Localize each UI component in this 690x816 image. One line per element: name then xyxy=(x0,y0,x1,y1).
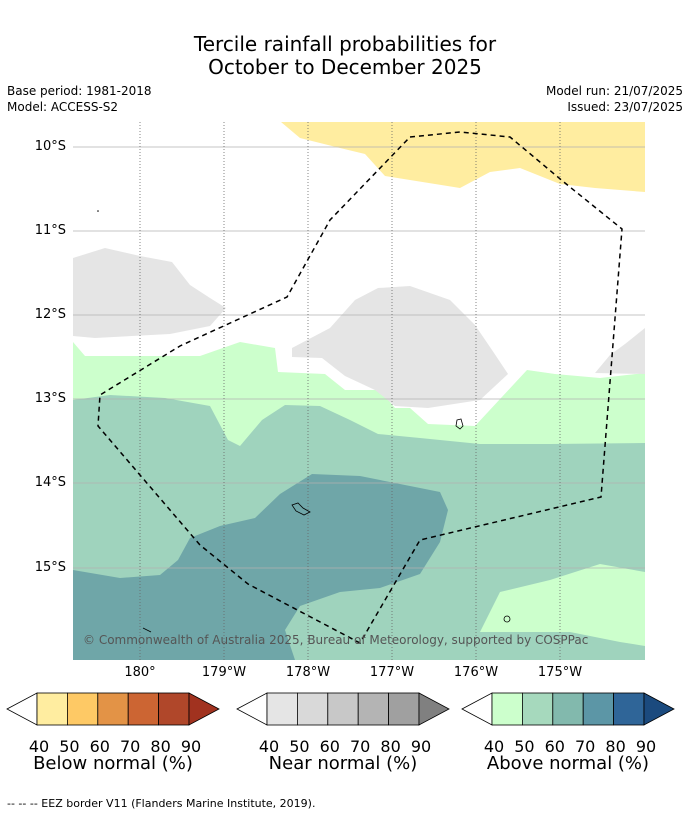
colorbar-segment xyxy=(613,692,645,726)
lat-label-11s: 11°S xyxy=(34,223,66,238)
map-plot-area xyxy=(73,122,645,660)
colorbar-segment xyxy=(266,692,298,726)
colorbar-tick-label: 40 xyxy=(483,737,505,756)
colorbar-tick-label: 80 xyxy=(380,737,401,756)
lat-label-10s: 10°S xyxy=(34,139,66,154)
island-dot-northwest xyxy=(97,210,99,212)
near-normal-caption: Near normal (%) xyxy=(268,753,418,774)
lon-label-178w: 178°W xyxy=(285,665,331,680)
lon-label-175w: 175°W xyxy=(537,665,583,680)
lon-label-177w: 177°W xyxy=(369,665,415,680)
above-normal-colorbar xyxy=(461,692,675,726)
below-normal-caption: Below normal (%) xyxy=(33,753,193,774)
colorbar-segment xyxy=(522,692,554,726)
lat-label-13s: 13°S xyxy=(34,391,66,406)
colorbar-tick-label: 50 xyxy=(289,737,310,756)
issued-text: Issued: 23/07/2025 xyxy=(567,100,683,114)
colorbar-tick-label: 40 xyxy=(258,737,280,756)
lat-label-14s: 14°S xyxy=(34,475,66,490)
eez-footnote: -- -- -- EEZ border V11 (Flanders Marine… xyxy=(7,797,316,810)
colorbar-tick-label: 60 xyxy=(544,737,565,756)
island-outline-vanua-levu-area xyxy=(291,502,311,516)
lon-label-176w: 176°W xyxy=(453,665,499,680)
below-normal-40-50-region xyxy=(281,122,645,192)
above-normal-60-70-region xyxy=(73,474,448,660)
colorbar-tick-label: 40 xyxy=(28,737,50,756)
colorbar-segment xyxy=(158,692,190,726)
colorbar-segment xyxy=(388,692,420,726)
colorbar-segment xyxy=(67,692,99,726)
colorbar-tick-label: 50 xyxy=(514,737,535,756)
base-period-text: Base period: 1981-2018 xyxy=(7,84,152,98)
colorbar-extend-left xyxy=(236,692,268,726)
eez-border-line xyxy=(97,131,623,644)
colorbar-segment xyxy=(357,692,389,726)
near-normal-colorbar xyxy=(236,692,450,726)
colorbar-segments xyxy=(266,692,420,726)
lat-label-12s: 12°S xyxy=(34,307,66,322)
map-title-line-1: Tercile rainfall probabilities for xyxy=(193,32,497,56)
colorbar-segment xyxy=(552,692,584,726)
island-outline-south xyxy=(503,615,511,623)
lon-label-179w: 179°W xyxy=(201,665,247,680)
colorbar-tick-label: 90 xyxy=(410,737,432,756)
colorbar-tick-label: 80 xyxy=(605,737,626,756)
colorbar-tick-label: 60 xyxy=(319,737,340,756)
colorbar-tick-label: 80 xyxy=(150,737,171,756)
colorbar-tick-label: 70 xyxy=(575,737,596,756)
colorbar-segment xyxy=(327,692,359,726)
above-normal-caption: Above normal (%) xyxy=(486,753,650,774)
colorbar-extend-right xyxy=(418,692,450,726)
island-outline-small-east xyxy=(455,418,464,430)
colorbar-extend-right xyxy=(188,692,220,726)
colorbar-tick-label: 70 xyxy=(120,737,141,756)
colorbar-segment xyxy=(491,692,523,726)
colorbar-extend-right xyxy=(643,692,675,726)
model-run-text: Model run: 21/07/2025 xyxy=(545,84,683,98)
colorbar-tick-label: 50 xyxy=(59,737,80,756)
lat-label-15s: 15°S xyxy=(34,560,66,575)
rainfall-probability-map xyxy=(73,122,645,660)
near-normal-region-central xyxy=(292,286,508,408)
colorbar-tick-label: 60 xyxy=(89,737,110,756)
colorbar-tick-label: 70 xyxy=(350,737,371,756)
colorbar-segments xyxy=(491,692,645,726)
near-normal-region-east xyxy=(595,328,645,374)
colorbar-segment xyxy=(297,692,329,726)
colorbar-segment xyxy=(36,692,68,726)
map-title-line-2: October to December 2025 xyxy=(208,55,482,79)
colorbar-segment xyxy=(97,692,129,726)
colorbar-segment xyxy=(127,692,159,726)
latitude-gridlines xyxy=(73,146,645,569)
lon-label-180: 180° xyxy=(124,665,156,680)
near-normal-region-west xyxy=(73,248,226,338)
colorbar-tick-label: 90 xyxy=(635,737,657,756)
colorbar-tick-label: 90 xyxy=(180,737,202,756)
colorbar-segment xyxy=(582,692,614,726)
below-normal-colorbar xyxy=(6,692,220,726)
colorbar-segments xyxy=(36,692,190,726)
model-text: Model: ACCESS-S2 xyxy=(7,100,119,114)
island-outline-southwest xyxy=(142,627,152,633)
copyright-notice: © Commonwealth of Australia 2025, Bureau… xyxy=(83,633,589,647)
colorbar-extend-left xyxy=(461,692,493,726)
colorbar-extend-left xyxy=(6,692,38,726)
